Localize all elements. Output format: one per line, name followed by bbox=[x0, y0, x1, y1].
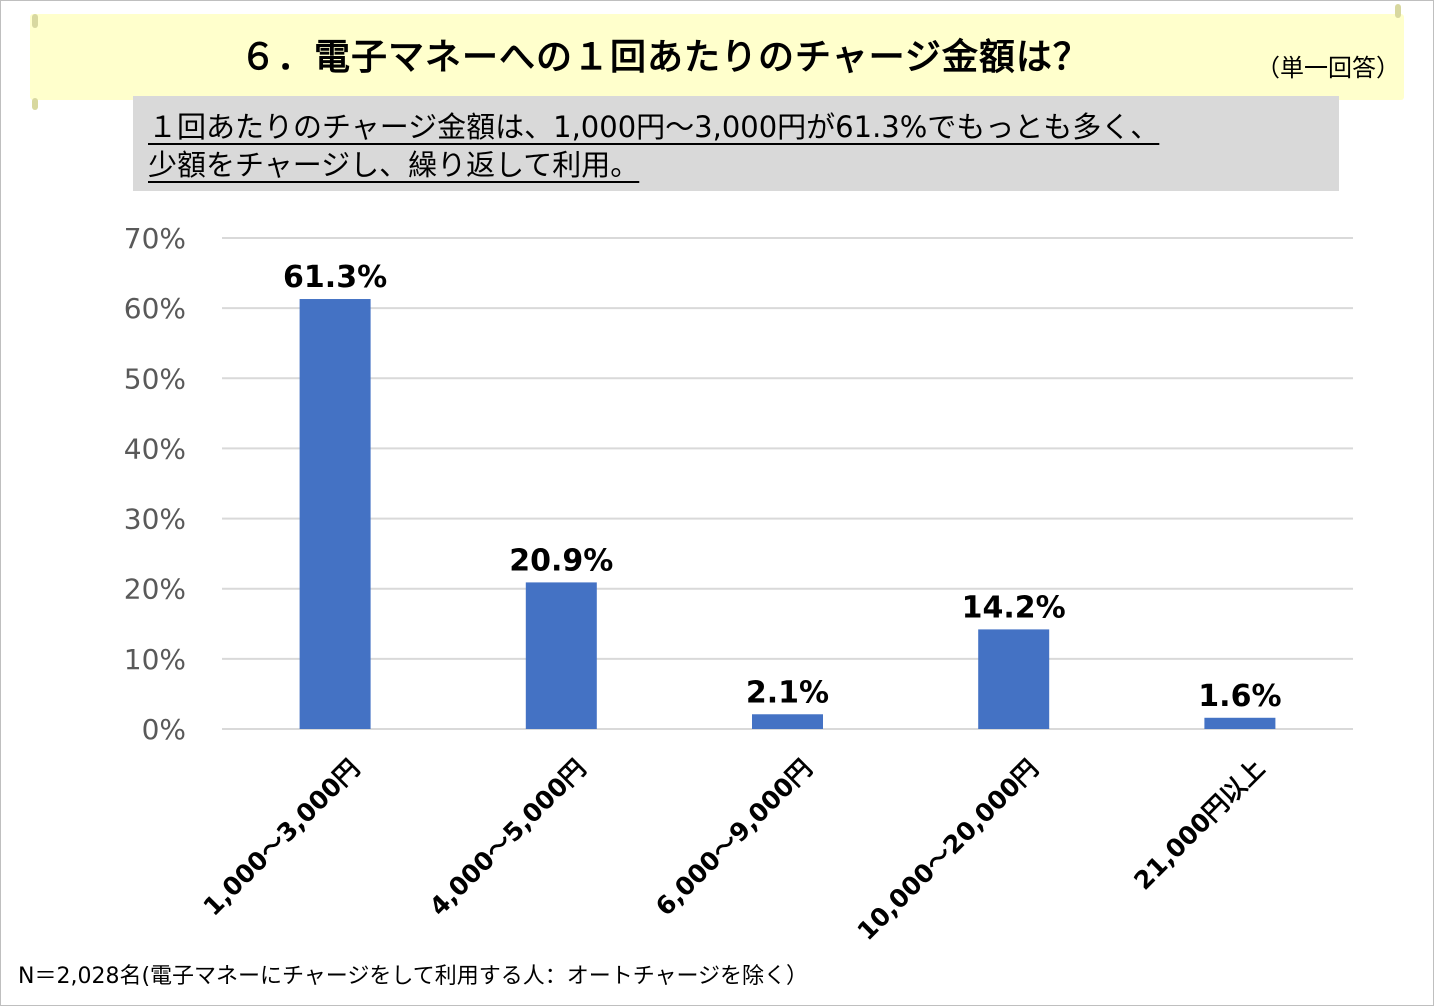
data-label: 20.9% bbox=[509, 543, 613, 578]
y-tick-label: 30% bbox=[124, 503, 186, 536]
y-tick-label: 10% bbox=[124, 643, 186, 676]
summary-line-1: １回あたりのチャージ金額は、1,000円～3,000円が61.3%でもっとも多く… bbox=[148, 110, 1160, 144]
data-label: 1.6% bbox=[1198, 679, 1281, 714]
gridlines bbox=[222, 237, 1353, 730]
data-label: 14.2% bbox=[962, 590, 1066, 625]
y-tick-label: 40% bbox=[124, 432, 186, 465]
bar bbox=[525, 582, 597, 729]
y-tick-label: 50% bbox=[124, 362, 186, 395]
title-banner bbox=[30, 14, 1404, 100]
scroll-curl-decoration bbox=[32, 14, 38, 28]
data-label: 61.3% bbox=[283, 260, 387, 295]
bar bbox=[978, 629, 1050, 729]
bar bbox=[299, 299, 371, 729]
summary-line-2: 少額をチャージし、繰り返して利用。 bbox=[148, 148, 640, 182]
summary-box bbox=[133, 96, 1339, 191]
scroll-curl-decoration bbox=[1395, 4, 1401, 18]
y-tick-label: 60% bbox=[124, 292, 186, 325]
bar bbox=[752, 714, 823, 729]
y-tick-label: 0% bbox=[142, 713, 186, 746]
sample-size-footnote: N＝2,028名(電子マネーにチャージをして利用する人：オートチャージを除く） bbox=[18, 964, 809, 989]
y-axis-ticks: 0% 10% 20% 30% 40% 50% 60% 70% bbox=[124, 222, 186, 746]
bars bbox=[299, 299, 1276, 729]
x-category-label: 1,000～3,000円 bbox=[198, 754, 366, 922]
scroll-curl-decoration bbox=[32, 98, 38, 110]
y-tick-label: 20% bbox=[124, 573, 186, 606]
x-category-label: 10,000～20,000円 bbox=[852, 754, 1044, 946]
answer-type-note: （単一回答） bbox=[1256, 54, 1400, 82]
y-tick-label: 70% bbox=[124, 222, 186, 255]
x-category-label: 6,000～9,000円 bbox=[650, 754, 818, 922]
data-labels: 61.3% 20.9% 2.1% 14.2% 1.6% bbox=[283, 260, 1281, 714]
slide-title: ６．電子マネーへの１回あたりのチャージ金額は？ bbox=[240, 37, 1090, 78]
x-category-label: 21,000円以上 bbox=[1128, 754, 1270, 896]
bar bbox=[1204, 717, 1276, 729]
data-label: 2.1% bbox=[746, 675, 829, 710]
x-axis-categories: 1,000～3,000円 4,000～5,000円 6,000～9,000円 10,0… bbox=[198, 754, 1270, 946]
x-category-label: 4,000～5,000円 bbox=[424, 754, 592, 922]
